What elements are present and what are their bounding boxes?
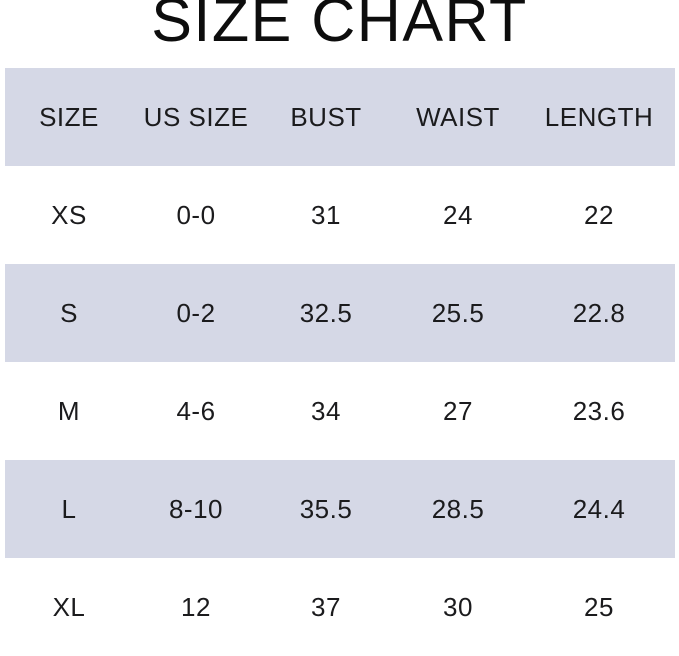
cell-bust: 32.5 (299, 297, 353, 328)
cell-bust: 31 (311, 199, 341, 230)
table-header-row: SIZE US SIZE BUST WAIST LENGTH (5, 68, 675, 166)
cell-size: L (61, 493, 77, 524)
cell-length: 23.6 (572, 395, 626, 426)
cell-us-size: 8-10 (168, 493, 224, 524)
cell-waist: 28.5 (431, 493, 485, 524)
cell-waist: 27 (443, 395, 473, 426)
cell-length: 22 (584, 199, 614, 230)
column-header-size: SIZE (39, 101, 99, 132)
cell-size: M (57, 395, 81, 426)
size-chart-table: SIZE US SIZE BUST WAIST LENGTH XS 0-0 31… (5, 68, 675, 656)
cell-waist: 24 (443, 199, 473, 230)
table-row-l: L 8-10 35.5 28.5 24.4 (5, 460, 675, 558)
cell-bust: 34 (311, 395, 341, 426)
column-header-bust: BUST (290, 101, 362, 132)
cell-waist: 30 (443, 591, 473, 622)
cell-bust: 35.5 (299, 493, 353, 524)
cell-length: 24.4 (572, 493, 626, 524)
cell-us-size: 12 (181, 591, 211, 622)
table-row-xs: XS 0-0 31 24 22 (5, 166, 675, 264)
column-header-length: LENGTH (544, 101, 654, 132)
column-header-us-size: US SIZE (143, 101, 249, 132)
cell-waist: 25.5 (431, 297, 485, 328)
table-row-s: S 0-2 32.5 25.5 22.8 (5, 264, 675, 362)
cell-us-size: 0-0 (176, 199, 216, 230)
page-title: SIZE CHART (151, 0, 528, 54)
column-header-waist: WAIST (416, 101, 500, 132)
table-row-m: M 4-6 34 27 23.6 (5, 362, 675, 460)
cell-size: S (60, 297, 78, 328)
cell-size: XL (52, 591, 86, 622)
cell-bust: 37 (311, 591, 341, 622)
cell-length: 22.8 (572, 297, 626, 328)
table-row-xl: XL 12 37 30 25 (5, 558, 675, 656)
cell-size: XS (51, 199, 87, 230)
cell-us-size: 0-2 (176, 297, 216, 328)
cell-length: 25 (584, 591, 614, 622)
cell-us-size: 4-6 (176, 395, 216, 426)
